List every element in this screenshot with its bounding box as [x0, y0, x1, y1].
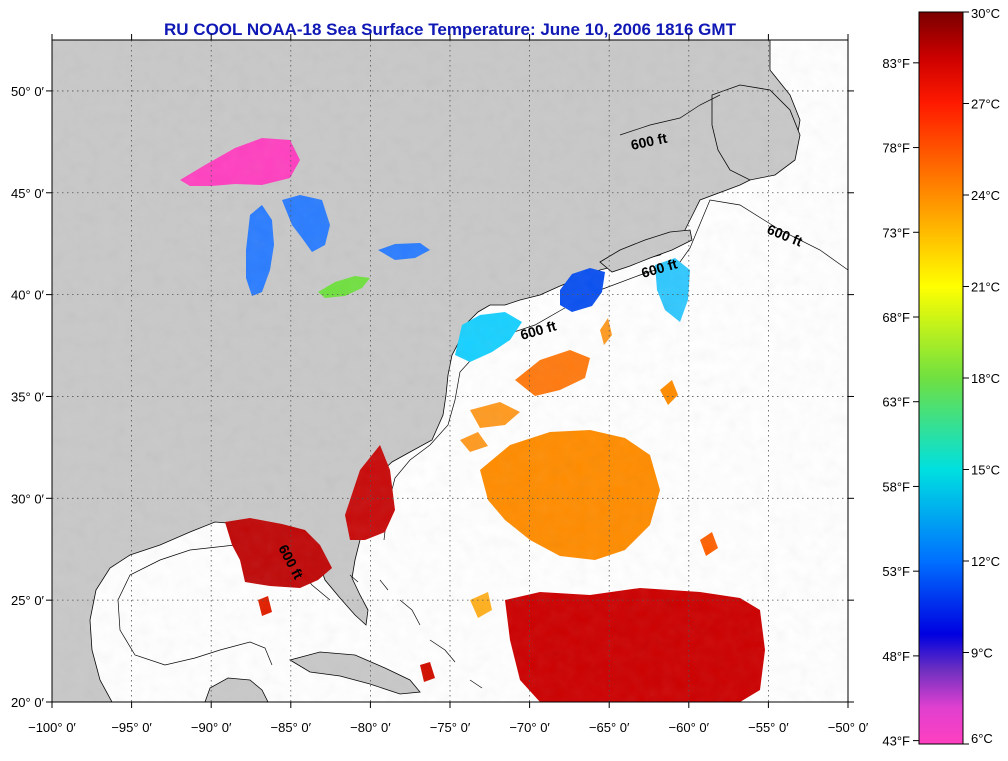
lon-tick-label: −50° 0′ — [828, 720, 869, 735]
lat-tick-label: 20° 0′ — [11, 695, 45, 710]
colorbar-label-celsius: 27°C — [971, 97, 1000, 112]
colorbar-label-fahrenheit: 53°F — [882, 564, 910, 579]
lon-tick-label: −80° 0′ — [350, 720, 391, 735]
lat-tick-label: 25° 0′ — [11, 593, 45, 608]
lon-tick-label: −70° 0′ — [509, 720, 550, 735]
lon-tick-label: −95° 0′ — [111, 720, 152, 735]
colorbar-label-celsius: 21°C — [971, 280, 1000, 295]
colorbar-label-fahrenheit: 73°F — [882, 225, 910, 240]
colorbar-label-fahrenheit: 68°F — [882, 310, 910, 325]
colorbar-label-celsius: 6°C — [971, 731, 993, 746]
colorbar-label-fahrenheit: 83°F — [882, 56, 910, 71]
colorbar-label-fahrenheit: 43°F — [882, 734, 910, 749]
colorbar-labels: 30°C 27°C 24°C 21°C 18°C 15°C 12°C 9°C 6°C 83°F 78… — [882, 6, 1000, 749]
colorbar-gradient — [918, 11, 964, 745]
colorbar-label-fahrenheit: 58°F — [882, 479, 910, 494]
lat-tick-label: 35° 0′ — [11, 389, 45, 404]
colorbar-label-celsius: 30°C — [971, 6, 1000, 21]
colorbar-label-celsius: 12°C — [971, 554, 1000, 569]
graticule — [52, 40, 848, 702]
lon-tick-label: −55° 0′ — [748, 720, 789, 735]
lon-tick-label: −65° 0′ — [589, 720, 630, 735]
lat-tick-label: 50° 0′ — [11, 84, 45, 99]
map-title: RU COOL NOAA-18 Sea Surface Temperature:… — [164, 20, 736, 39]
colorbar-label-fahrenheit: 78°F — [882, 141, 910, 156]
colorbar-label-celsius: 24°C — [971, 188, 1000, 203]
colorbar-label-fahrenheit: 48°F — [882, 649, 910, 664]
lat-tick-label: 40° 0′ — [11, 288, 45, 303]
map-ticks: −100° 0′ −95° 0′ −90° 0′ −85° 0′ −80° 0′ −75°… — [11, 34, 869, 735]
lon-tick-label: −60° 0′ — [669, 720, 710, 735]
lat-tick-label: 30° 0′ — [11, 491, 45, 506]
lon-tick-label: −85° 0′ — [271, 720, 312, 735]
colorbar-label-celsius: 9°C — [971, 646, 993, 661]
depth-label: 600 ft — [629, 130, 668, 153]
colorbar-label-fahrenheit: 63°F — [882, 395, 910, 410]
lon-tick-label: −100° 0′ — [28, 720, 76, 735]
colorbar-label-celsius: 18°C — [971, 371, 1000, 386]
lat-tick-label: 45° 0′ — [11, 186, 45, 201]
colorbar-label-celsius: 15°C — [971, 463, 1000, 478]
lon-tick-label: −75° 0′ — [430, 720, 471, 735]
lon-tick-label: −90° 0′ — [191, 720, 232, 735]
